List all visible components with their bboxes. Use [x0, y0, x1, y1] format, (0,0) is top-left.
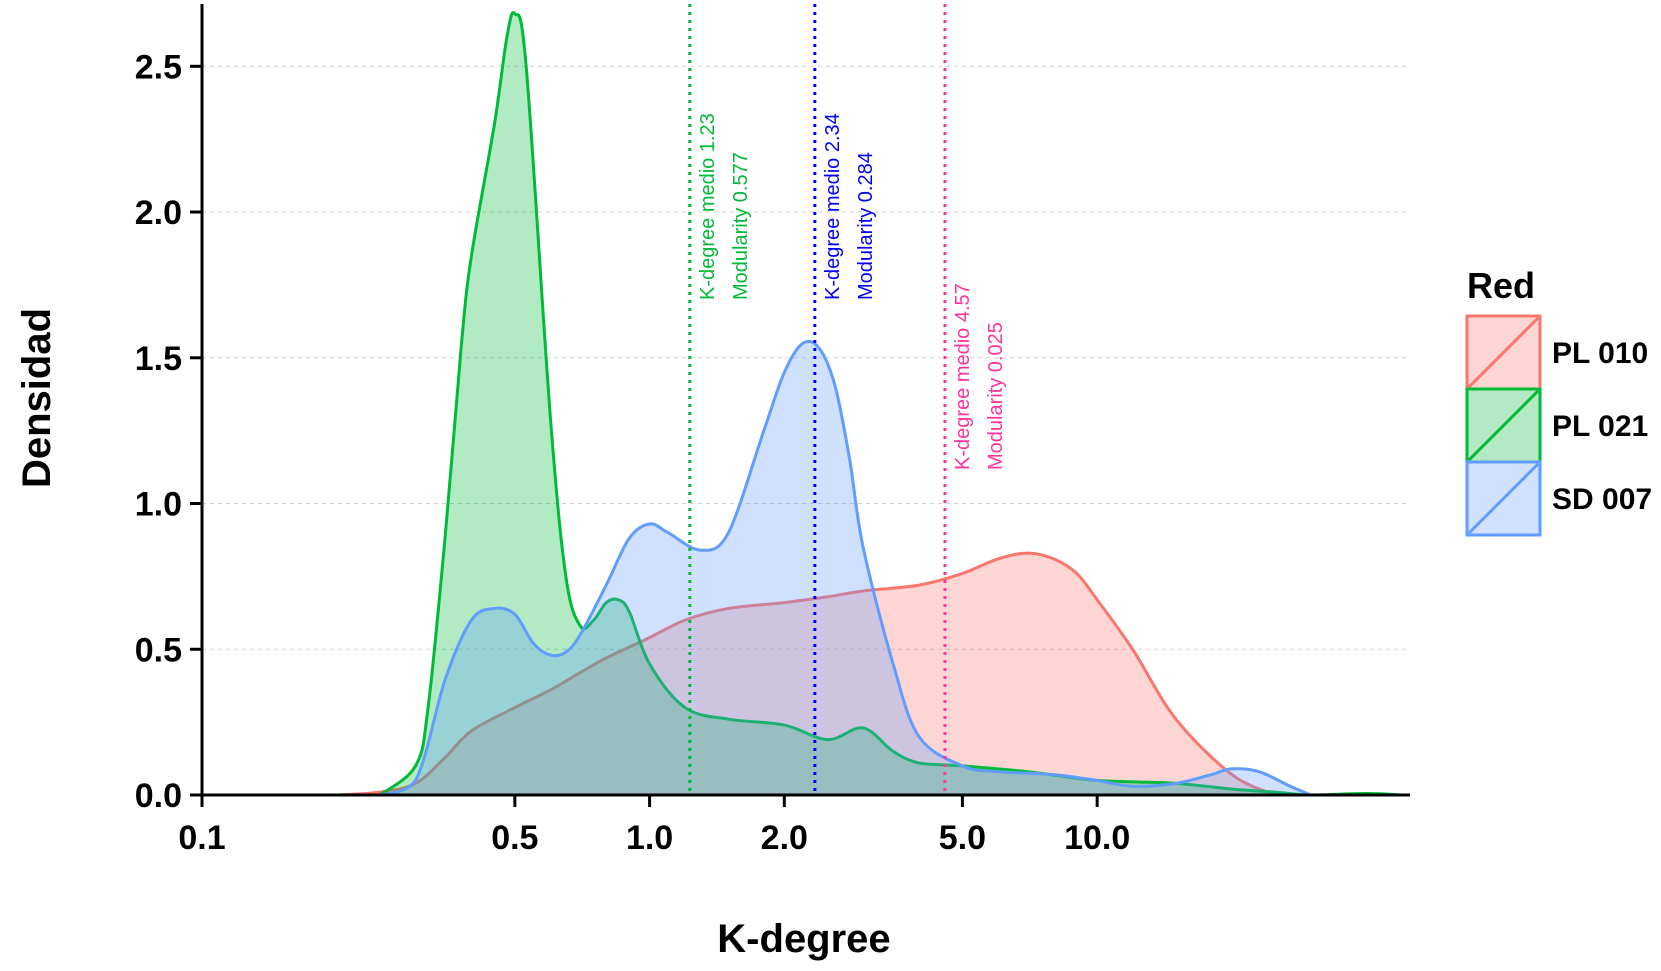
x-tick-label: 10.0 — [1064, 819, 1130, 857]
axes: 0.0 0.5 1.0 1.5 2.0 2.5 0.1 0.5 1.0 2.0 5.0 10.0 — [135, 4, 1410, 857]
y-tick-label: 2.5 — [135, 48, 182, 86]
y-tick-label: 0.5 — [135, 631, 182, 669]
legend-key-1 — [1465, 387, 1542, 464]
x-tick-label: 0.5 — [491, 819, 538, 857]
series-area-0 — [336, 553, 1276, 795]
legend-label-0: PL 010 — [1552, 337, 1648, 370]
y-axis-title: Densidad — [15, 308, 59, 488]
series-area-2 — [380, 341, 1311, 795]
grid-lines — [202, 65, 1410, 650]
legend-label-1: PL 021 — [1552, 410, 1648, 443]
legend-title: Red — [1467, 265, 1535, 306]
annotation-text: K-degree medio 1.23 — [697, 113, 719, 300]
x-tick-label: 1.0 — [626, 819, 673, 857]
x-axis-title: K-degree — [717, 917, 890, 961]
annotation-text: Modularity 0.577 — [730, 152, 752, 300]
annotation-text: Modularity 0.284 — [855, 152, 877, 300]
y-tick-label: 2.0 — [135, 194, 182, 232]
x-tick-label: 2.0 — [761, 819, 808, 857]
legend-key-0 — [1465, 314, 1542, 391]
legend-swatch-diagonal — [1467, 389, 1540, 462]
x-tick-label: 0.1 — [178, 819, 225, 857]
annotations: K-degree medio 1.23 Modularity 0.577 K-deg… — [697, 113, 1007, 470]
annotation-text: K-degree medio 4.57 — [952, 283, 974, 470]
y-tick-label: 1.0 — [135, 486, 182, 524]
y-tick-label: 0.0 — [135, 777, 182, 815]
series-line-2 — [379, 339, 1312, 797]
legend-key-2 — [1465, 460, 1542, 537]
annotation-text: K-degree medio 2.34 — [822, 113, 844, 300]
legend: Red PL 010 PL 021 SD 007 — [1465, 265, 1652, 537]
annotation-text: Modularity 0.025 — [985, 322, 1007, 470]
x-tick-label: 5.0 — [939, 819, 986, 857]
y-tick-label: 1.5 — [135, 340, 182, 378]
legend-swatch-diagonal — [1467, 462, 1540, 535]
series-area-1 — [380, 12, 1403, 796]
legend-swatch-diagonal — [1467, 316, 1540, 389]
density-areas — [336, 11, 1403, 797]
legend-label-2: SD 007 — [1552, 483, 1652, 516]
